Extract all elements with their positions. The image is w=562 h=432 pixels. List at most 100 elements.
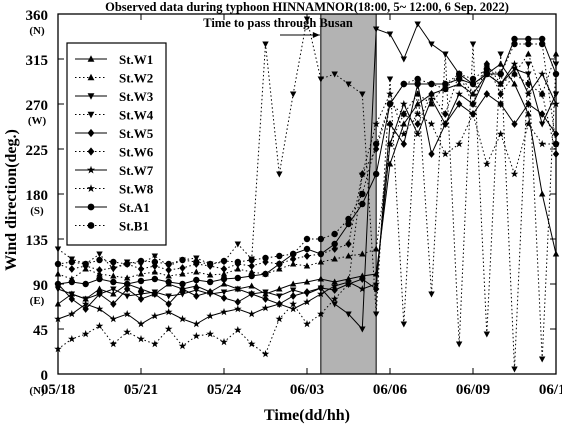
marker (152, 253, 158, 259)
marker (553, 141, 559, 147)
marker (428, 291, 434, 297)
marker (138, 278, 144, 284)
legend-label: St.W7 (119, 163, 154, 178)
x-axis-label: Time(dd/hh) (264, 407, 350, 424)
busan-passage-shade (321, 14, 376, 374)
marker (124, 261, 130, 267)
marker (110, 340, 118, 347)
compass-label: (W) (28, 115, 47, 127)
legend-label: St.W8 (119, 182, 154, 197)
marker (262, 271, 268, 277)
marker (497, 71, 503, 77)
marker (276, 293, 282, 299)
marker (304, 236, 310, 242)
marker (553, 91, 559, 97)
marker (206, 312, 214, 319)
marker (55, 270, 61, 276)
marker (387, 76, 393, 82)
marker (138, 295, 144, 303)
y-tick-label: 315 (26, 53, 49, 69)
marker (179, 264, 185, 272)
marker (262, 304, 270, 311)
legend-label: St.A1 (119, 200, 150, 215)
marker (539, 190, 545, 196)
marker (69, 279, 75, 285)
marker (69, 259, 75, 265)
marker (88, 204, 95, 211)
marker (248, 310, 256, 317)
marker (207, 279, 213, 285)
marker (152, 259, 158, 265)
marker (138, 258, 144, 264)
marker (386, 90, 394, 97)
legend: St.W1St.W2St.W3St.W4St.W5St.W6St.W7St.W8… (67, 43, 166, 245)
marker (248, 290, 254, 298)
marker (304, 288, 310, 296)
marker (165, 308, 173, 315)
marker (276, 261, 282, 267)
marker (290, 251, 296, 257)
marker (387, 31, 393, 37)
marker (152, 290, 158, 298)
marker (497, 130, 505, 137)
marker (511, 366, 517, 372)
marker (359, 201, 365, 207)
marker (110, 279, 116, 285)
marker (428, 41, 434, 47)
marker (470, 76, 476, 82)
marker (525, 41, 531, 47)
marker (373, 141, 379, 147)
marker (455, 140, 463, 147)
marker (511, 60, 519, 67)
marker (235, 259, 241, 265)
marker (276, 171, 282, 177)
marker (276, 253, 282, 259)
marker (207, 288, 213, 296)
marker (55, 281, 61, 287)
marker (221, 258, 227, 264)
y-tick-label: 270 (26, 98, 49, 114)
legend-label: St.W5 (119, 126, 154, 141)
marker (193, 332, 201, 339)
marker (193, 277, 199, 283)
y-tick-label: 180 (26, 188, 49, 204)
marker (511, 170, 519, 177)
marker (262, 255, 268, 261)
marker (484, 331, 490, 337)
marker (165, 293, 171, 299)
marker (82, 330, 90, 337)
marker (442, 86, 448, 92)
marker (193, 320, 201, 327)
marker (248, 282, 254, 288)
marker (290, 91, 296, 97)
marker (179, 281, 185, 287)
marker (55, 246, 61, 252)
marker (539, 356, 545, 362)
marker (553, 250, 559, 256)
marker (165, 279, 171, 285)
marker (248, 340, 256, 347)
marker (428, 81, 434, 87)
y-tick-label: 45 (33, 323, 48, 339)
marker (539, 41, 545, 47)
marker (456, 71, 462, 77)
marker (414, 76, 420, 82)
marker (152, 276, 158, 282)
marker (88, 222, 95, 229)
marker (110, 315, 118, 322)
marker (137, 320, 145, 327)
marker (414, 120, 420, 128)
marker (68, 335, 76, 342)
x-tick-label: 05/24 (207, 382, 242, 398)
marker (318, 236, 324, 242)
marker (428, 150, 434, 158)
marker (82, 261, 88, 267)
marker (124, 281, 130, 287)
marker (290, 292, 296, 300)
x-tick-label: 06/12 (539, 382, 562, 398)
marker (428, 120, 436, 127)
marker (539, 121, 545, 127)
marker (220, 308, 228, 315)
marker (221, 276, 227, 282)
